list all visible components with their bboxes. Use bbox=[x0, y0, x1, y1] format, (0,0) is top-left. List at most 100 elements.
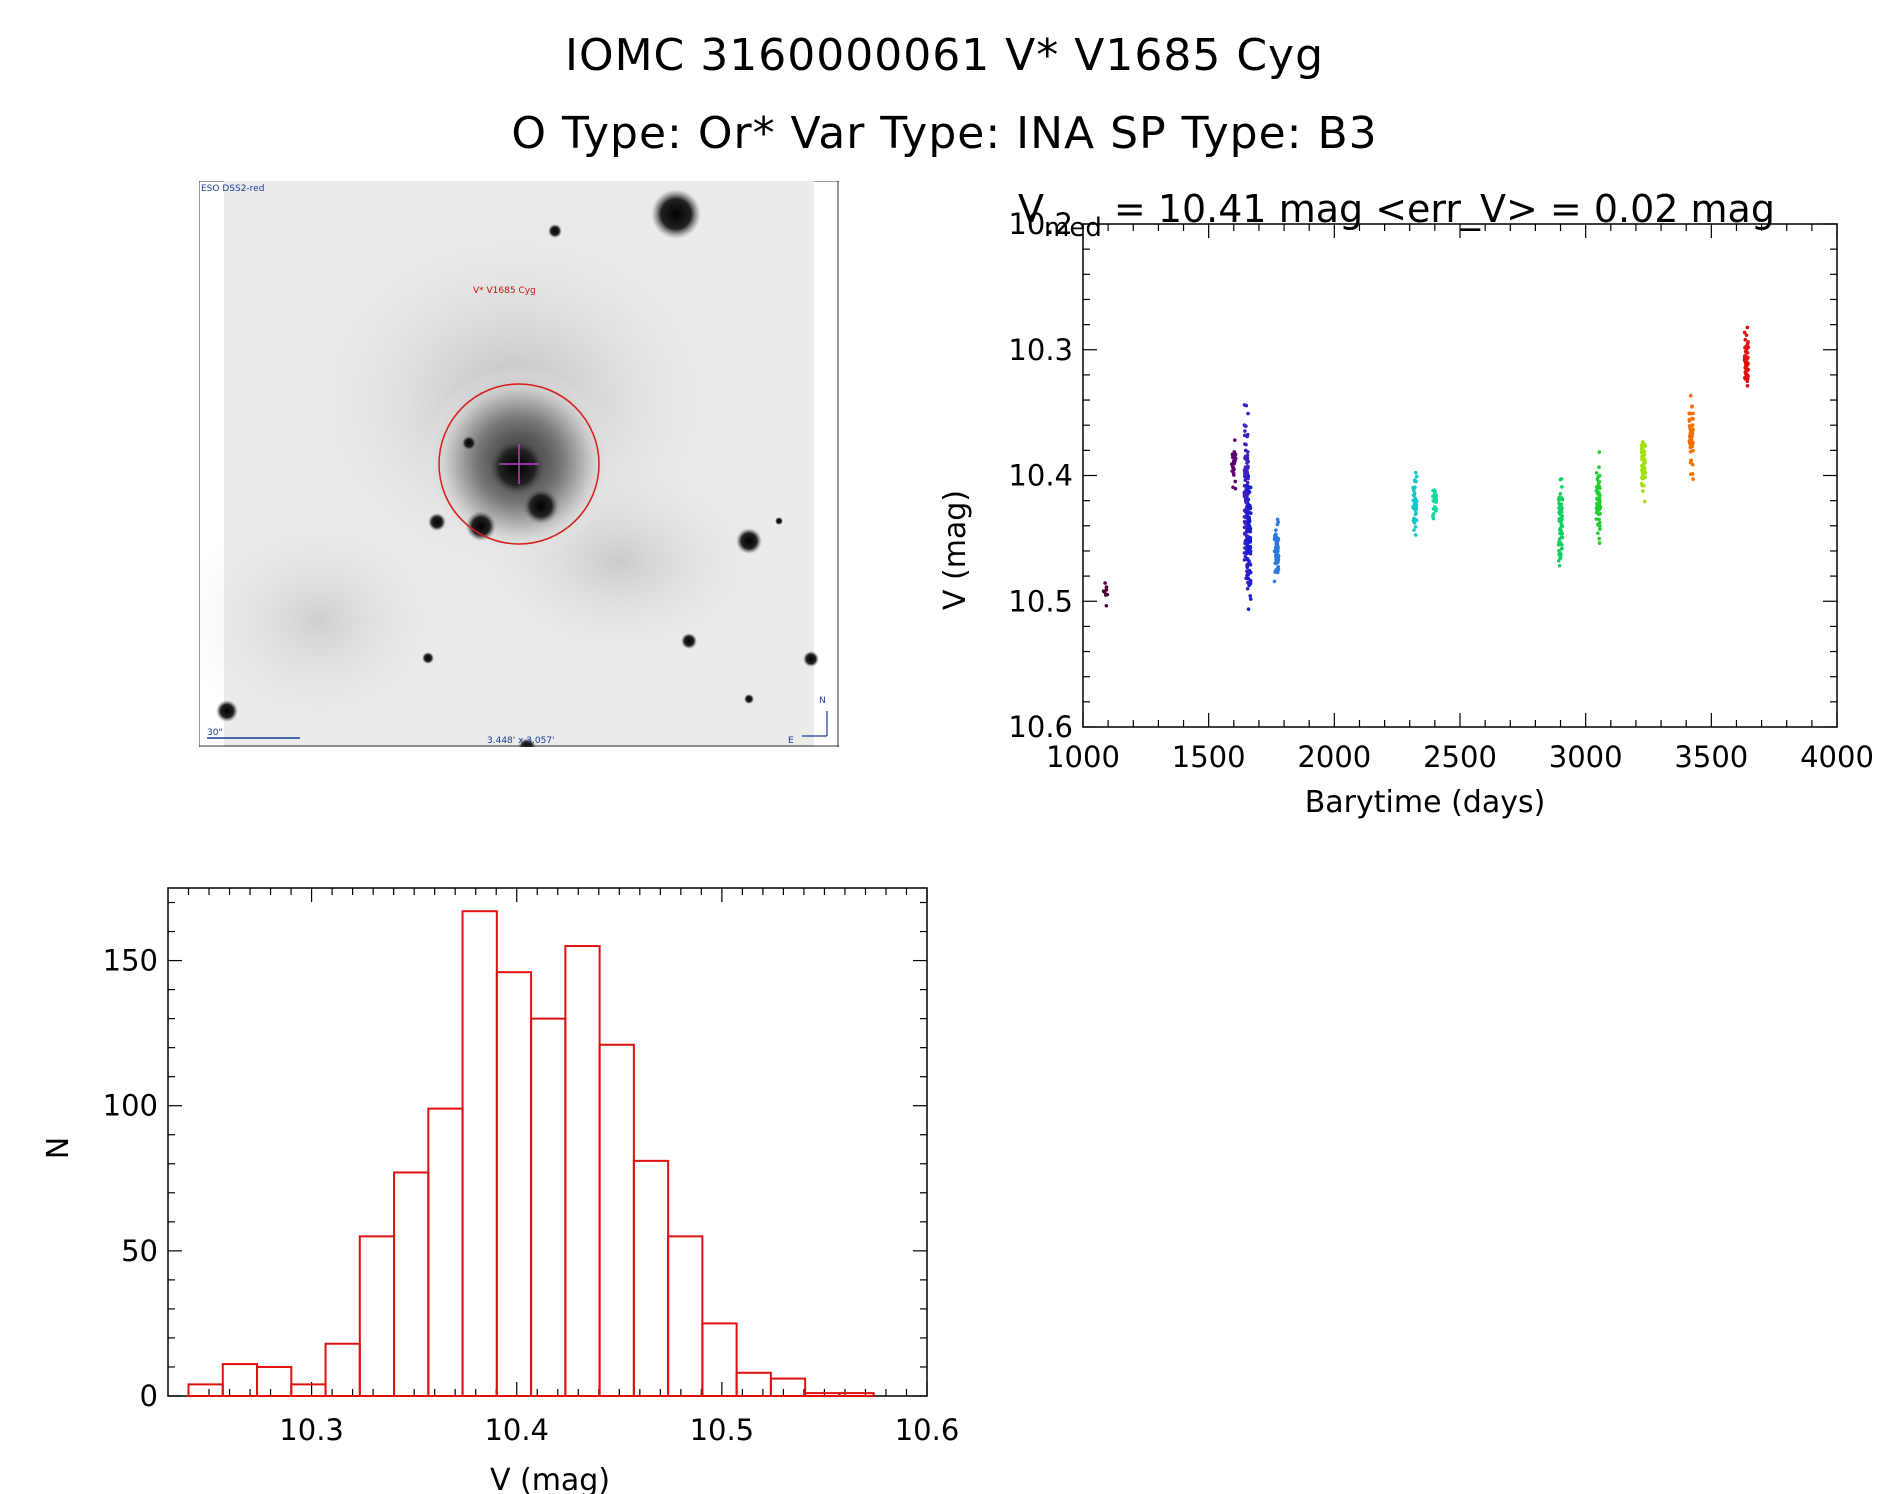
data-point bbox=[1242, 515, 1247, 519]
x-tick-label: 10.4 bbox=[484, 1413, 549, 1447]
data-point bbox=[1243, 448, 1248, 453]
star bbox=[803, 651, 819, 667]
light-curve-chart: Vmed = 10.41 mag <err_V> = 0.02 mag 1000… bbox=[938, 187, 1874, 820]
histogram-bar bbox=[838, 1392, 875, 1398]
data-point bbox=[1691, 448, 1695, 453]
data-point bbox=[1432, 497, 1437, 502]
data-point bbox=[1248, 578, 1253, 583]
data-point bbox=[1246, 607, 1251, 611]
target-circle bbox=[438, 383, 600, 545]
data-point bbox=[1557, 509, 1562, 514]
data-point bbox=[1560, 485, 1564, 489]
x-tick-label: 2000 bbox=[1297, 740, 1371, 774]
target-label: V* V1685 Cyg bbox=[473, 286, 536, 296]
data-point bbox=[1560, 546, 1564, 551]
data-point bbox=[1245, 459, 1250, 464]
data-point bbox=[1594, 517, 1599, 521]
data-point bbox=[1558, 556, 1563, 560]
data-point bbox=[1557, 548, 1561, 553]
data-point bbox=[1244, 403, 1249, 408]
data-point bbox=[1594, 510, 1599, 515]
data-point bbox=[1276, 544, 1280, 548]
data-point bbox=[1558, 492, 1563, 496]
data-point bbox=[1690, 444, 1695, 449]
x-tick-label: 10.5 bbox=[690, 1413, 755, 1447]
data-point bbox=[1640, 446, 1644, 451]
data-point bbox=[1414, 470, 1418, 475]
histogram-bar bbox=[256, 1365, 293, 1398]
data-point bbox=[1639, 450, 1644, 455]
data-point bbox=[1246, 562, 1251, 566]
data-point bbox=[1689, 459, 1693, 464]
data-point bbox=[1745, 376, 1750, 381]
histogram-bar bbox=[667, 1235, 704, 1398]
histogram-bar bbox=[324, 1342, 361, 1397]
data-point bbox=[1413, 485, 1417, 490]
star bbox=[744, 694, 754, 704]
data-point bbox=[1242, 493, 1247, 497]
data-point bbox=[1560, 497, 1565, 502]
data-point bbox=[1691, 427, 1695, 432]
fov-label: 3.448' x 3.057' bbox=[487, 736, 555, 746]
data-point bbox=[1103, 590, 1107, 595]
histogram-bar bbox=[598, 1043, 635, 1398]
data-point bbox=[1248, 485, 1253, 490]
data-point bbox=[1242, 525, 1247, 530]
title-prefix: V bbox=[1018, 187, 1044, 231]
x-axis-label: Barytime (days) bbox=[1305, 785, 1546, 820]
histogram-bar bbox=[427, 1107, 464, 1397]
data-point bbox=[1744, 333, 1749, 337]
data-point bbox=[1596, 484, 1601, 488]
data-point bbox=[1745, 356, 1749, 360]
data-point bbox=[1232, 467, 1236, 472]
plot-frame bbox=[1082, 223, 1838, 728]
data-point bbox=[1246, 497, 1251, 502]
data-point bbox=[1559, 477, 1564, 481]
data-point bbox=[1641, 458, 1646, 462]
histogram-bar bbox=[461, 910, 498, 1397]
data-point bbox=[1559, 516, 1564, 521]
data-point bbox=[1273, 535, 1278, 539]
plot-frame bbox=[167, 887, 928, 1397]
data-point bbox=[1688, 393, 1693, 398]
data-point bbox=[1745, 379, 1750, 384]
data-point bbox=[1414, 511, 1418, 516]
data-point bbox=[1276, 565, 1280, 569]
histogram-bar bbox=[530, 1017, 567, 1397]
data-point bbox=[1560, 531, 1564, 536]
data-point bbox=[1246, 540, 1250, 545]
y-tick-label: 0 bbox=[140, 1379, 158, 1413]
star bbox=[775, 517, 783, 525]
light-curve-axes: 1000 1500 2000 2500 3000 3500 4000 10.2 10.3 10.4… bbox=[1008, 207, 1873, 774]
data-point bbox=[1642, 466, 1647, 470]
y-axis-label: N bbox=[41, 1137, 76, 1159]
data-point bbox=[1246, 526, 1250, 531]
data-point bbox=[1412, 491, 1417, 495]
data-point bbox=[1743, 337, 1748, 342]
data-point bbox=[1244, 442, 1248, 447]
data-point bbox=[1413, 503, 1417, 507]
data-point bbox=[1243, 454, 1248, 459]
data-point bbox=[1557, 563, 1562, 568]
star bbox=[466, 511, 496, 541]
data-point bbox=[1413, 533, 1418, 537]
data-point bbox=[1559, 521, 1564, 526]
data-point bbox=[1691, 411, 1695, 416]
data-point bbox=[1641, 455, 1646, 460]
star bbox=[216, 700, 238, 722]
histogram-chart: 10.3 10.4 10.5 10.6 0 50 100 150 V (mag) N bbox=[41, 887, 959, 1494]
data-point bbox=[1641, 473, 1645, 477]
finder-chart: ESO DSS2-red V* V1685 Cyg 30" 3.448' x 3… bbox=[199, 181, 839, 747]
nebula-haze-3 bbox=[199, 501, 459, 741]
y-tick-label: 10.4 bbox=[1008, 459, 1073, 493]
data-point bbox=[1242, 558, 1247, 562]
data-point bbox=[1743, 345, 1747, 350]
data-point bbox=[1597, 450, 1602, 454]
data-point bbox=[1248, 594, 1253, 598]
x-tick-label: 4000 bbox=[1800, 740, 1874, 774]
data-point bbox=[1557, 537, 1562, 541]
data-point bbox=[1412, 519, 1417, 524]
data-point bbox=[1244, 490, 1248, 495]
data-point bbox=[1597, 465, 1601, 470]
data-point bbox=[1597, 517, 1601, 522]
